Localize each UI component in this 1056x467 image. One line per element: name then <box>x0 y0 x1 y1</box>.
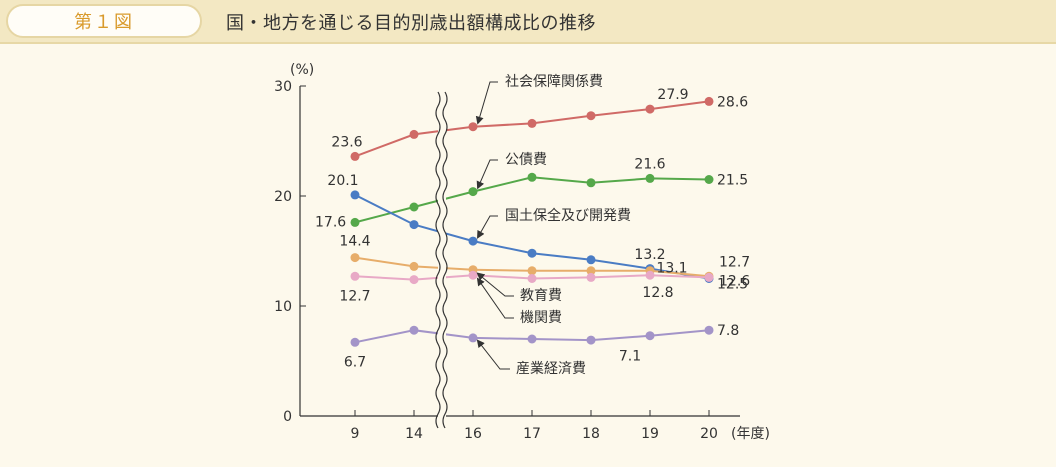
data-point <box>586 255 596 265</box>
data-point <box>645 104 655 114</box>
data-point <box>468 333 478 343</box>
data-label: 12.5 <box>717 277 748 293</box>
data-point <box>645 331 655 341</box>
series-name-label: 国土保全及び開発費 <box>505 207 631 224</box>
data-point <box>409 202 419 212</box>
series-name-label: 産業経済費 <box>516 361 586 377</box>
series-name-label: 教育費 <box>520 288 562 304</box>
data-point <box>586 111 596 121</box>
figure-label: 第１図 <box>6 4 202 38</box>
y-tick-label: 10 <box>274 299 292 315</box>
axis-break-gap <box>438 86 446 428</box>
data-point <box>645 173 655 183</box>
axis-break-line <box>442 91 448 429</box>
data-label: 23.6 <box>331 134 362 150</box>
data-label: 12.7 <box>339 288 370 304</box>
data-point <box>468 236 478 246</box>
y-tick-label: 20 <box>274 189 292 205</box>
figure-title: 国・地方を通じる目的別歳出額構成比の推移 <box>226 13 596 34</box>
data-point <box>409 275 419 285</box>
data-point <box>350 337 360 347</box>
series-name-label: 機関費 <box>520 310 562 326</box>
data-point <box>350 190 360 200</box>
data-point <box>350 151 360 161</box>
data-label: 12.7 <box>719 254 750 270</box>
data-label: 13.2 <box>634 247 665 263</box>
axis-break-line <box>435 91 441 429</box>
x-tick-label: 14 <box>405 426 423 442</box>
data-label: 14.4 <box>339 234 370 250</box>
data-point <box>586 272 596 282</box>
series-leader-arrow <box>475 81 498 125</box>
data-point <box>409 261 419 271</box>
data-label: 28.6 <box>717 94 748 110</box>
data-point <box>527 274 537 283</box>
data-label: 20.1 <box>327 173 358 189</box>
y-unit-label: (%) <box>290 62 314 78</box>
data-point <box>350 271 360 281</box>
data-point <box>704 96 714 106</box>
data-point <box>409 325 419 335</box>
data-point <box>527 172 537 182</box>
data-point <box>468 187 478 197</box>
x-tick-label: 16 <box>464 426 482 442</box>
data-point <box>704 272 714 282</box>
figure-header: 第１図 国・地方を通じる目的別歳出額構成比の推移 <box>0 0 1056 44</box>
data-label: 6.7 <box>344 354 366 370</box>
series-name-label: 公債費 <box>505 152 547 168</box>
x-tick-label: 20 <box>700 426 718 442</box>
series-leader-arrow <box>476 339 510 370</box>
data-point <box>409 129 419 139</box>
data-point <box>586 178 596 188</box>
series-leader-arrow <box>476 277 514 319</box>
data-point <box>586 266 596 276</box>
data-point <box>350 253 360 263</box>
data-label: 27.9 <box>657 87 688 103</box>
data-label: 21.5 <box>717 173 748 189</box>
data-point <box>527 248 537 258</box>
y-tick-label: 0 <box>283 409 292 425</box>
data-point <box>645 270 655 280</box>
data-point <box>527 334 537 344</box>
series-name-label: 社会保障関係費 <box>505 74 603 90</box>
data-point <box>409 220 419 230</box>
data-point <box>704 325 714 335</box>
data-point <box>468 122 478 132</box>
series-line <box>354 100 710 158</box>
series-leader-arrow <box>477 215 498 239</box>
x-tick-label: 9 <box>351 426 360 442</box>
series-leader-arrow <box>476 159 498 190</box>
x-unit-label: (年度) <box>731 426 770 442</box>
data-label: 21.6 <box>634 156 665 172</box>
data-label: 12.8 <box>642 285 673 301</box>
x-tick-label: 17 <box>523 426 541 442</box>
data-point <box>350 217 360 227</box>
data-label: 13.1 <box>656 261 687 277</box>
data-label: 7.1 <box>619 349 641 365</box>
data-point <box>586 335 596 345</box>
data-point <box>468 270 478 280</box>
data-point <box>527 118 537 128</box>
series-leader-arrow <box>476 272 514 297</box>
data-label: 17.6 <box>315 214 346 230</box>
line-chart: 0 10 20 30(%) 9 14 16 17 18 19 20 (年度) 23.6 27.9 28.6 1… <box>274 62 770 442</box>
data-point <box>527 266 537 276</box>
x-tick-label: 18 <box>582 426 600 442</box>
data-point <box>704 175 714 184</box>
data-label: 12.6 <box>719 273 750 289</box>
x-tick-label: 19 <box>641 426 659 442</box>
y-tick-label: 30 <box>274 79 292 95</box>
data-label: 7.8 <box>717 323 739 339</box>
